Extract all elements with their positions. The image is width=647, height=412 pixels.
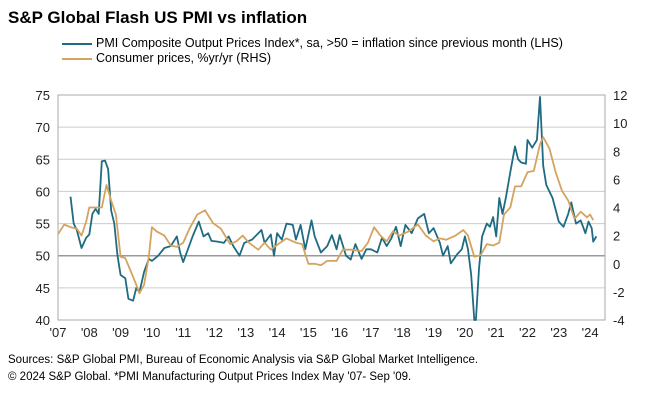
y-left-tick-label: 65 (36, 152, 50, 167)
copyright-text: © 2024 S&P Global. *PMI Manufacturing Ou… (8, 371, 412, 383)
y-right-tick-label: 2 (613, 229, 620, 244)
y-left-tick-label: 40 (36, 313, 50, 328)
x-tick-label: '24 (582, 325, 599, 340)
legend-item-cpi: Consumer prices, %yr/yr (RHS) (62, 51, 271, 65)
x-tick-label: '21 (488, 325, 505, 340)
chart-title: S&P Global Flash US PMI vs inflation (8, 8, 308, 27)
x-tick-label: '18 (394, 325, 411, 340)
y-right-tick-label: 8 (613, 144, 620, 159)
pmi-series-line (69, 96, 598, 321)
sources-text: Sources: S&P Global PMI, Bureau of Econo… (8, 354, 479, 366)
y-left-tick-label: 70 (36, 120, 50, 135)
legend-label: PMI Composite Output Prices Index*, sa, … (96, 36, 563, 50)
y-right-tick-label: 6 (613, 172, 620, 187)
x-tick-label: '10 (143, 325, 160, 340)
x-tick-label: '14 (269, 325, 286, 340)
x-tick-label: '17 (363, 325, 380, 340)
y-right-tick-label: 12 (613, 88, 627, 103)
x-tick-label: '09 (112, 325, 129, 340)
x-tick-label: '20 (456, 325, 473, 340)
x-tick-label: '22 (519, 325, 536, 340)
x-tick-label: '07 (50, 325, 67, 340)
y-right-tick-label: -2 (613, 285, 625, 300)
x-tick-label: '12 (206, 325, 223, 340)
y-left-tick-label: 55 (36, 217, 50, 232)
y-right-tick-label: -4 (613, 313, 625, 328)
source-note: Sources: S&P Global PMI, Bureau of Econo… (8, 352, 478, 386)
y-left-tick-label: 60 (36, 184, 50, 199)
x-tick-label: '13 (237, 325, 254, 340)
x-tick-label: '11 (175, 325, 191, 340)
y-left-tick-label: 75 (36, 88, 50, 103)
x-tick-label: '23 (550, 325, 567, 340)
x-tick-label: '19 (425, 325, 442, 340)
legend-swatch (62, 57, 92, 60)
x-tick-label: '15 (300, 325, 317, 340)
x-tick-label: '08 (81, 325, 98, 340)
y-right-tick-label: 10 (613, 116, 627, 131)
plot-border (57, 94, 606, 321)
legend-item-pmi: PMI Composite Output Prices Index*, sa, … (62, 36, 563, 50)
y-right-tick-label: 0 (613, 257, 620, 272)
y-right-tick-label: 4 (613, 201, 620, 216)
y-left-tick-label: 45 (36, 281, 50, 296)
legend-label: Consumer prices, %yr/yr (RHS) (96, 51, 272, 65)
cpi-series-line (57, 136, 594, 295)
legend-swatch (62, 42, 92, 45)
y-left-tick-label: 50 (36, 249, 50, 264)
x-tick-label: '16 (331, 325, 348, 340)
